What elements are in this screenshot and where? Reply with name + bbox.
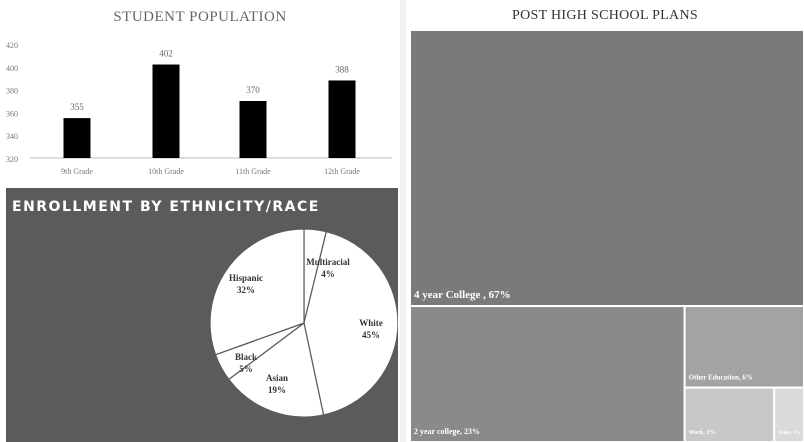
x-tick-label: 12th Grade: [324, 167, 360, 176]
slice-label: Asian: [266, 373, 288, 383]
panel-divider: [400, 0, 406, 442]
treemap-cell-label: Work, 3%: [689, 430, 716, 436]
enrollment-ethnicity-chart: ENROLLMENT BY ETHNICITY/RACE Multiracial…: [6, 188, 398, 442]
slice-label: White: [359, 318, 383, 328]
treemap-title: POST HIGH SCHOOL PLANS: [512, 8, 698, 23]
slice-pct-label: 45%: [362, 330, 380, 340]
bar-chart-svg: 320 340 360 380 400 420 355 9th Grade 402 10th Gr…: [6, 41, 392, 176]
treemap-cell-label: Other Education, 6%: [689, 374, 753, 382]
pie-slice: [209, 228, 305, 356]
treemap-svg: 4 year College , 67% 2 year college, 23% O…: [409, 29, 804, 442]
y-tick-label: 420: [6, 41, 18, 50]
y-tick-label: 400: [6, 64, 18, 73]
bar: [63, 118, 91, 158]
y-tick-label: 380: [6, 87, 18, 96]
y-tick-label: 320: [6, 155, 18, 164]
slice-pct-label: 19%: [268, 385, 286, 395]
bar-chart-title: STUDENT POPULATION: [113, 9, 287, 25]
treemap-cell: [683, 386, 776, 442]
bar: [239, 101, 267, 158]
slice-pct-label: 5%: [239, 364, 253, 374]
pie-slice: [227, 321, 325, 418]
slice-label: Black: [235, 352, 257, 362]
treemap-cell-label: Other, 1%: [778, 431, 800, 436]
treemap-cell-label: 4 year College , 67%: [414, 289, 511, 301]
x-tick-label: 10th Grade: [148, 167, 184, 176]
bar-data-label: 388: [335, 64, 349, 74]
treemap-cell: [409, 305, 686, 442]
student-population-chart: STUDENT POPULATION 320 340 360 380 400 420 355…: [0, 0, 400, 187]
bar-data-label: 355: [70, 102, 84, 112]
treemap-cell: [409, 29, 804, 308]
bar: [328, 80, 356, 158]
post-high-school-plans-chart: POST HIGH SCHOOL PLANS 4 year College , …: [406, 0, 804, 442]
x-tick-label: 9th Grade: [61, 167, 93, 176]
pie-chart-title: ENROLLMENT BY ETHNICITY/RACE: [12, 199, 320, 215]
x-tick-label: 11th Grade: [235, 167, 271, 176]
slice-pct-label: 4%: [321, 269, 335, 279]
treemap-cell-label: 2 year college, 23%: [414, 427, 480, 436]
y-tick-label: 360: [6, 109, 18, 118]
bar-data-label: 370: [246, 85, 260, 95]
pie-chart-svg: Multiracial 4% White 45% Asian 19% Black 5% Hisp…: [209, 228, 398, 418]
bar: [152, 64, 180, 158]
slice-label: Hispanic: [229, 273, 263, 283]
slice-pct-label: 32%: [237, 285, 255, 295]
pie-slice: [303, 230, 398, 416]
y-tick-label: 340: [6, 132, 18, 141]
slice-label: Multiracial: [306, 257, 350, 267]
bar-data-label: 402: [159, 49, 173, 59]
